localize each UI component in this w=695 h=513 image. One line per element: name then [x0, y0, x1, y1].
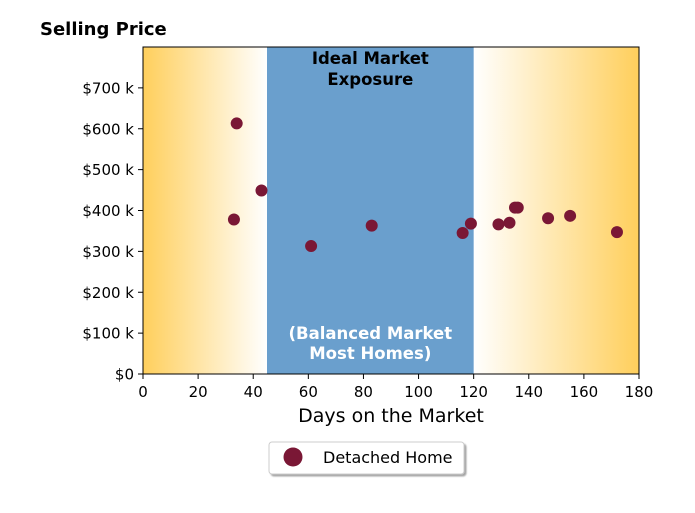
x-tick-label: 40	[244, 383, 263, 401]
y-tick-label: $0	[115, 366, 134, 384]
data-point	[610, 226, 623, 239]
left-gradient-region	[143, 47, 267, 374]
y-tick-label: $300 k	[82, 243, 134, 261]
plot-background	[143, 47, 639, 374]
x-tick-label: 60	[299, 383, 318, 401]
legend-box	[268, 441, 465, 475]
right-gradient-region	[473, 47, 639, 374]
chart-title: Selling Price	[40, 19, 167, 40]
y-tick-label: $200 k	[82, 284, 134, 302]
y-axis: $0 $100 k $200 k $300 k $400 k $500 k $600 k $7…	[82, 79, 143, 384]
x-tick-label: 20	[189, 383, 208, 401]
y-tick-label: $400 k	[82, 202, 134, 220]
x-tick-label: 160	[570, 383, 599, 401]
x-tick-label: 180	[625, 383, 654, 401]
data-point	[305, 240, 318, 253]
x-tick-label: 120	[459, 383, 488, 401]
data-point	[365, 219, 378, 232]
x-axis-label: Days on the Market	[298, 405, 484, 427]
data-point	[456, 226, 469, 239]
data-point	[227, 213, 240, 226]
ideal-exposure-band	[267, 47, 474, 374]
data-point	[511, 201, 524, 214]
band-top-label-line-1: Ideal Market	[312, 49, 429, 68]
data-point	[230, 117, 243, 130]
data-point	[542, 212, 555, 225]
band-bottom-label-line-2: Most Homes)	[309, 344, 431, 363]
band-labels: Ideal Market Exposure (Balanced Market M…	[289, 49, 453, 363]
y-tick-label: $100 k	[82, 325, 134, 343]
data-points	[227, 117, 623, 253]
data-point	[503, 216, 516, 229]
data-point	[492, 218, 505, 231]
legend: Detached Home	[268, 441, 465, 475]
data-point	[564, 209, 577, 222]
data-point	[464, 217, 477, 230]
band-top-label-line-2: Exposure	[327, 70, 413, 89]
x-tick-label: 80	[354, 383, 373, 401]
x-axis: 0 20 40 60 80 100 120 140 160 180	[138, 374, 653, 401]
y-tick-label: $700 k	[82, 79, 134, 97]
x-tick-label: 0	[138, 383, 148, 401]
y-tick-label: $500 k	[82, 161, 134, 179]
legend-marker	[283, 447, 303, 467]
legend-label: Detached Home	[323, 448, 453, 467]
data-point	[255, 184, 268, 197]
x-tick-label: 100	[404, 383, 433, 401]
band-bottom-label-line-1: (Balanced Market	[289, 324, 453, 343]
x-tick-label: 140	[514, 383, 543, 401]
y-tick-label: $600 k	[82, 120, 134, 138]
